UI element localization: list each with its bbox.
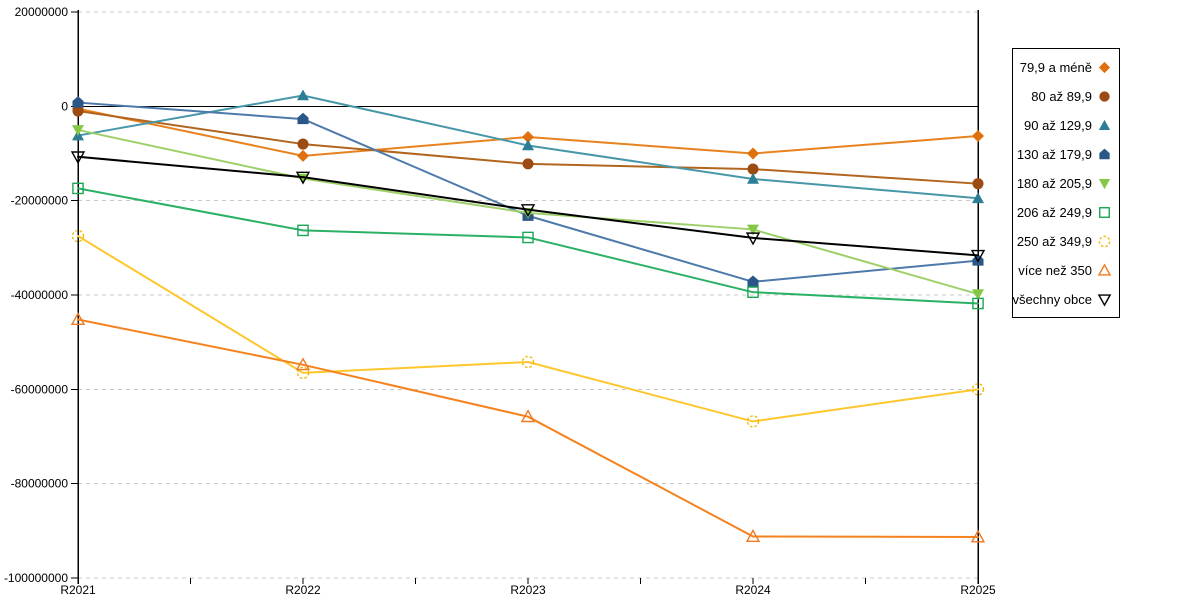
diamond-marker (1098, 61, 1111, 73)
triangle-down-open-icon (1097, 293, 1112, 307)
square-open-marker (972, 297, 984, 310)
legend-label: všechny obce (1012, 291, 1093, 307)
legend-label: 90 až 129,9 (1024, 117, 1092, 133)
pentagon-icon (1099, 148, 1110, 159)
circle-marker (1099, 90, 1110, 102)
triangle-up-marker (1098, 119, 1111, 130)
triangle-up-open-marker (1097, 262, 1112, 276)
legend-label: 130 až 179,9 (1016, 146, 1092, 162)
triangle-up-open-marker (520, 409, 536, 423)
circle-marker (522, 158, 534, 170)
pentagon-marker (72, 96, 84, 108)
diamond-marker (297, 149, 309, 162)
triangle-down-open-marker (745, 232, 761, 246)
legend: 79,9 a méně 80 až 89,9 90 až 129,9 130 až 1… (1012, 48, 1120, 318)
triangle-up-icon (1098, 119, 1111, 130)
series-line (77, 155, 979, 257)
legend-label: více než 350 (1018, 262, 1092, 278)
triangle-up-open-marker (295, 357, 311, 371)
circle-dashed-open-icon (1098, 235, 1111, 247)
circle-dashed-open-marker (296, 366, 310, 380)
triangle-up-marker (747, 172, 759, 184)
triangle-up-open-marker (745, 529, 761, 542)
square-open-icon (1099, 206, 1110, 218)
y-tick-label: -100000000 (4, 571, 68, 585)
triangle-down-open-marker (520, 204, 536, 218)
pentagon-marker (747, 275, 759, 287)
diamond-marker (972, 130, 984, 143)
square-open-marker (1099, 206, 1110, 218)
triangle-up-open-icon (1097, 262, 1112, 276)
square-open-marker (297, 224, 309, 237)
triangle-down-open-marker (70, 151, 86, 165)
legend-item: 250 až 349,9 (1017, 227, 1112, 256)
legend-item: 80 až 89,9 (1017, 82, 1112, 111)
triangle-up-marker (297, 89, 309, 101)
legend-label: 180 až 205,9 (1016, 175, 1092, 191)
series-line (77, 187, 979, 305)
triangle-down-marker (72, 125, 84, 136)
circle-marker (72, 105, 84, 117)
diamond-marker (522, 130, 534, 143)
legend-item: více než 350 (1017, 256, 1112, 285)
circle-dashed-open-marker (1098, 235, 1111, 247)
y-tick-label: 20000000 (15, 5, 69, 19)
triangle-up-open-marker (70, 312, 86, 326)
y-tick-label: -80000000 (11, 477, 69, 491)
y-tick-label: 0 (61, 99, 68, 113)
triangle-up-marker (522, 139, 534, 151)
x-tick-label: R2024 (735, 583, 771, 597)
x-tick-label: R2022 (285, 583, 321, 597)
series-line (77, 318, 979, 538)
triangle-down-icon (1098, 178, 1111, 189)
circle-dashed-open-marker (746, 415, 760, 428)
legend-item: 130 až 179,9 (1017, 140, 1112, 169)
circle-marker (972, 178, 984, 190)
series-line (77, 235, 979, 423)
legend-label: 206 až 249,9 (1016, 204, 1092, 220)
legend-item: 90 až 129,9 (1017, 111, 1112, 140)
legend-item: 180 až 205,9 (1017, 169, 1112, 198)
legend-label: 250 až 349,9 (1016, 233, 1092, 249)
x-tick-label: R2023 (510, 583, 546, 597)
square-open-marker (747, 286, 759, 298)
x-tick-label: R2021 (60, 583, 96, 597)
legend-item: 206 až 249,9 (1017, 198, 1112, 227)
triangle-down-open-marker (970, 249, 986, 263)
diamond-icon (1098, 61, 1111, 73)
triangle-down-open-marker (1097, 293, 1112, 307)
circle-marker (297, 138, 309, 150)
triangle-up-open-marker (970, 529, 986, 543)
square-open-marker (72, 182, 84, 195)
triangle-down-open-marker (295, 171, 311, 185)
y-tick-label: -60000000 (11, 382, 69, 396)
circle-icon (1099, 90, 1110, 102)
circle-marker (747, 163, 759, 175)
diamond-marker (747, 147, 759, 160)
legend-label: 80 až 89,9 (1031, 88, 1092, 104)
circle-dashed-open-marker (71, 229, 85, 243)
square-open-marker (522, 231, 534, 244)
triangle-down-marker (972, 289, 984, 301)
triangle-down-marker (1098, 178, 1111, 189)
circle-dashed-open-marker (521, 355, 535, 369)
circle-dashed-open-marker (971, 383, 985, 396)
pentagon-marker (1099, 148, 1110, 159)
pentagon-marker (297, 112, 309, 125)
triangle-down-marker (747, 224, 759, 236)
legend-item: všechny obce (1013, 285, 1112, 314)
legend-label: 79,9 a méně (1019, 59, 1092, 75)
y-tick-label: -40000000 (11, 288, 69, 302)
triangle-up-marker (972, 192, 984, 204)
legend-item: 79,9 a méně (1017, 53, 1112, 82)
x-tick-label: R2025 (960, 583, 996, 597)
y-tick-label: -20000000 (11, 194, 69, 208)
